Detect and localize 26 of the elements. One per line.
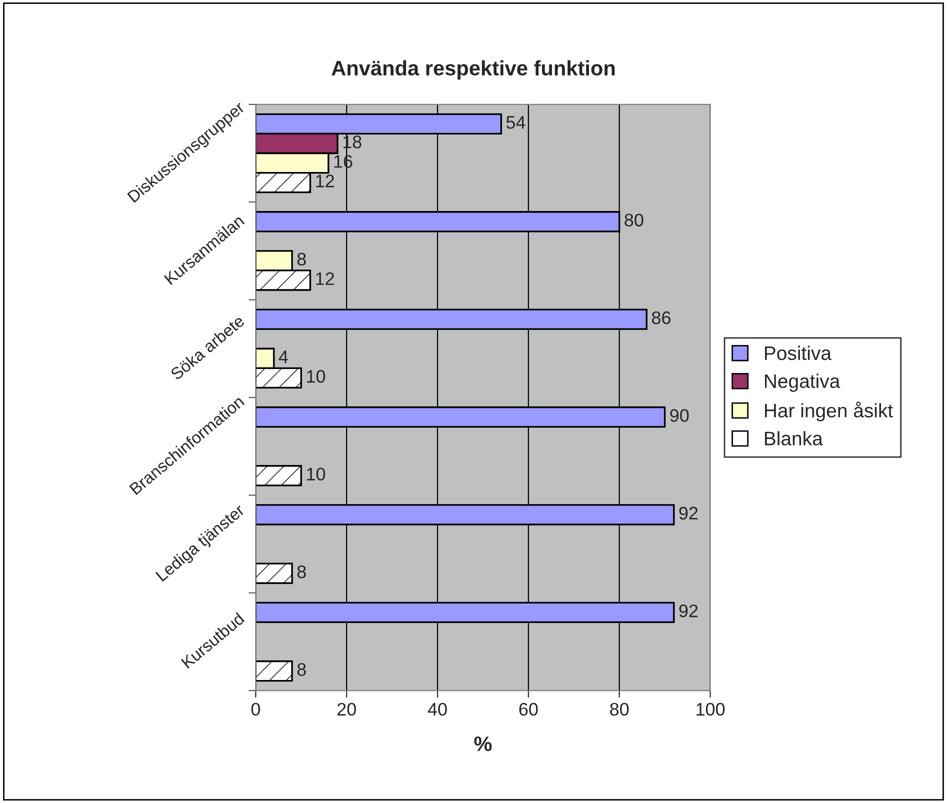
x-tick-label: 40 — [428, 702, 447, 716]
data-label: 10 — [307, 370, 326, 383]
x-tick-label: 80 — [610, 702, 629, 716]
legend-label: Blanka — [765, 431, 823, 446]
x-tick-label: 100 — [696, 702, 725, 716]
data-label: 86 — [652, 311, 670, 324]
chart-title: Använda respektive funktion — [332, 60, 615, 80]
legend-label: Har ingen åsikt — [765, 402, 893, 422]
data-label: 12 — [316, 272, 334, 285]
data-label: 80 — [624, 214, 644, 226]
x-axis-title: % — [474, 736, 492, 752]
data-label: 92 — [679, 506, 698, 520]
data-label: 12 — [316, 174, 334, 188]
data-label: 10 — [307, 468, 326, 480]
data-label: 4 — [278, 350, 288, 364]
data-label: 54 — [506, 116, 526, 129]
x-tick-label: 60 — [519, 702, 538, 716]
legend-label: Positiva — [765, 346, 832, 360]
x-tick-label: 0 — [251, 702, 260, 716]
legend-label: Negativa — [765, 374, 840, 392]
data-label: 8 — [297, 663, 306, 676]
x-tick-label: 20 — [337, 702, 356, 716]
data-label: 90 — [670, 409, 689, 422]
data-label: 92 — [679, 604, 698, 618]
data-label: 8 — [297, 565, 306, 578]
data-label: 8 — [297, 252, 306, 266]
